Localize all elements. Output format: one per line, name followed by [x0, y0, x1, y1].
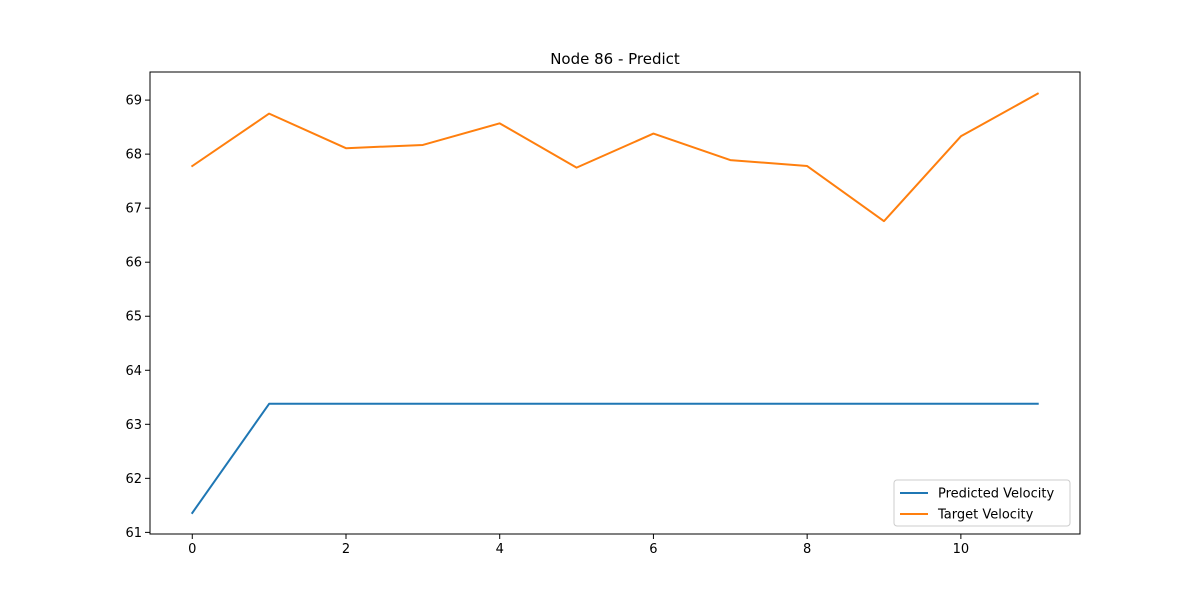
y-tick-label: 66: [125, 256, 142, 271]
y-tick-label: 65: [125, 310, 142, 325]
y-tick-label: 63: [125, 418, 142, 433]
legend-label-0: Predicted Velocity: [938, 487, 1054, 502]
plot-area: [190, 92, 1040, 515]
x-tick-label: 8: [803, 542, 811, 557]
x-tick-label: 2: [342, 542, 350, 557]
chart-title: Node 86 - Predict: [550, 50, 680, 68]
y-tick-label: 61: [125, 526, 142, 541]
y-tick-label: 64: [125, 364, 142, 379]
legend-label-1: Target Velocity: [937, 508, 1034, 523]
legend: Predicted Velocity Target Velocity: [893, 479, 1071, 527]
x-tick-label: 10: [953, 542, 970, 557]
y-tick-label: 68: [125, 148, 142, 163]
x-tick-label: 0: [188, 542, 196, 557]
y-tick-label: 62: [125, 472, 142, 487]
x-tick-label: 4: [496, 542, 504, 557]
y-tick-label: 69: [125, 94, 142, 109]
series-line-1: [190, 92, 1040, 223]
legend-box: [893, 479, 1071, 527]
series-line-0: [190, 402, 1039, 515]
x-tick-label: 6: [649, 542, 657, 557]
y-tick-label: 67: [125, 202, 142, 217]
axes-frame: [149, 71, 1081, 535]
